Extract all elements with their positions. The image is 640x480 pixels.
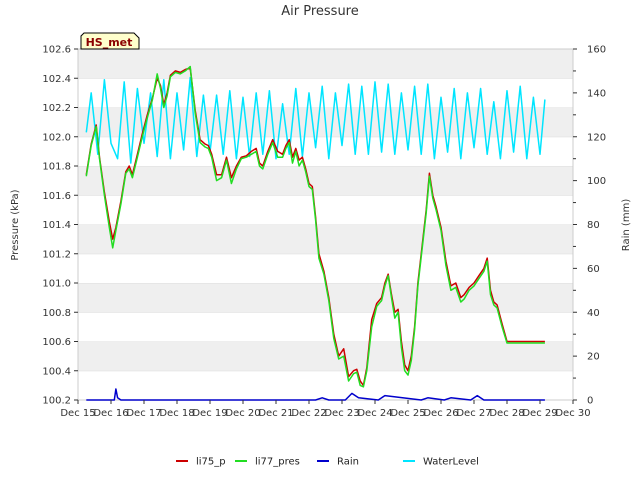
y2-tick-label: 20 <box>587 352 600 363</box>
legend-label: Rain <box>337 457 359 468</box>
x-tick-label: Dec 26 <box>423 408 458 419</box>
legend-label: WaterLevel <box>423 457 479 468</box>
y2-tick-label: 60 <box>587 264 600 275</box>
grid-band <box>78 195 573 225</box>
x-tick-label: Dec 16 <box>93 408 128 419</box>
y-tick-label: 102.0 <box>42 132 71 143</box>
grid-band <box>78 136 573 166</box>
x-tick-label: Dec 30 <box>555 408 590 419</box>
y2-tick-label: 80 <box>587 220 600 231</box>
grid-band <box>78 341 573 371</box>
y-axis-title: Pressure (kPa) <box>10 189 21 260</box>
station-badge-box <box>80 32 140 50</box>
x-tick-label: Dec 28 <box>489 408 524 419</box>
series-line-waterlevel <box>85 76 546 164</box>
chart-title: Air Pressure <box>281 4 359 19</box>
station-badge: HS_met <box>80 32 140 50</box>
x-tick-label: Dec 23 <box>324 408 359 419</box>
grid-band <box>78 224 573 254</box>
legend: li75_p li77_pres Rain WaterLevel <box>176 457 479 468</box>
x-tick-label: Dec 27 <box>456 408 491 419</box>
y2-tick-label: 140 <box>587 88 606 99</box>
y-tick-label: 101.4 <box>42 220 71 231</box>
y-axis-right: 0 20 40 60 80 100 120 140 160 <box>573 45 606 407</box>
x-tick-label: Dec 29 <box>522 408 557 419</box>
y-axis-left: 100.2 100.4 100.6 100.8 101.0 101.2 101.4 101.6… <box>42 45 78 407</box>
x-tick-label: Dec 20 <box>225 408 260 419</box>
y-tick-label: 102.4 <box>42 74 71 85</box>
y-tick-label: 102.2 <box>42 103 71 114</box>
x-tick-label: Dec 18 <box>159 408 194 419</box>
series-line-rain <box>86 388 545 401</box>
grid-band <box>78 312 573 342</box>
y2-axis-title: Rain (mm) <box>621 199 632 252</box>
legend-label: li75_p <box>196 457 226 468</box>
y-tick-label: 100.4 <box>42 366 71 377</box>
grid-band <box>78 283 573 313</box>
y-tick-label: 102.6 <box>42 45 71 56</box>
station-badge-label: HS_met <box>86 36 133 49</box>
x-tick-label: Dec 25 <box>390 408 425 419</box>
y2-tick-label: 100 <box>587 176 606 187</box>
x-tick-label: Dec 15 <box>60 408 95 419</box>
x-tick-label: Dec 19 <box>192 408 227 419</box>
grid-band <box>78 49 573 79</box>
grid-band <box>78 370 573 400</box>
y-tick-label: 100.6 <box>42 337 71 348</box>
x-tick-label: Dec 22 <box>291 408 326 419</box>
grid-band <box>78 166 573 196</box>
y2-tick-label: 0 <box>587 396 593 407</box>
y-tick-label: 100.2 <box>42 396 71 407</box>
series-layer <box>85 65 546 401</box>
x-tick-label: Dec 21 <box>258 408 293 419</box>
x-tick-label: Dec 17 <box>126 408 161 419</box>
y2-tick-label: 40 <box>587 308 600 319</box>
y-tick-label: 101.8 <box>42 162 71 173</box>
y-tick-label: 100.8 <box>42 308 71 319</box>
y-tick-label: 101.6 <box>42 191 71 202</box>
x-tick-label: Dec 24 <box>357 408 392 419</box>
y-tick-label: 101.2 <box>42 249 71 260</box>
y2-tick-label: 120 <box>587 132 606 143</box>
legend-label: li77_pres <box>255 457 300 468</box>
y-tick-label: 101.0 <box>42 279 71 290</box>
y2-tick-label: 160 <box>587 45 606 56</box>
series-line-li77-pres <box>85 65 545 388</box>
